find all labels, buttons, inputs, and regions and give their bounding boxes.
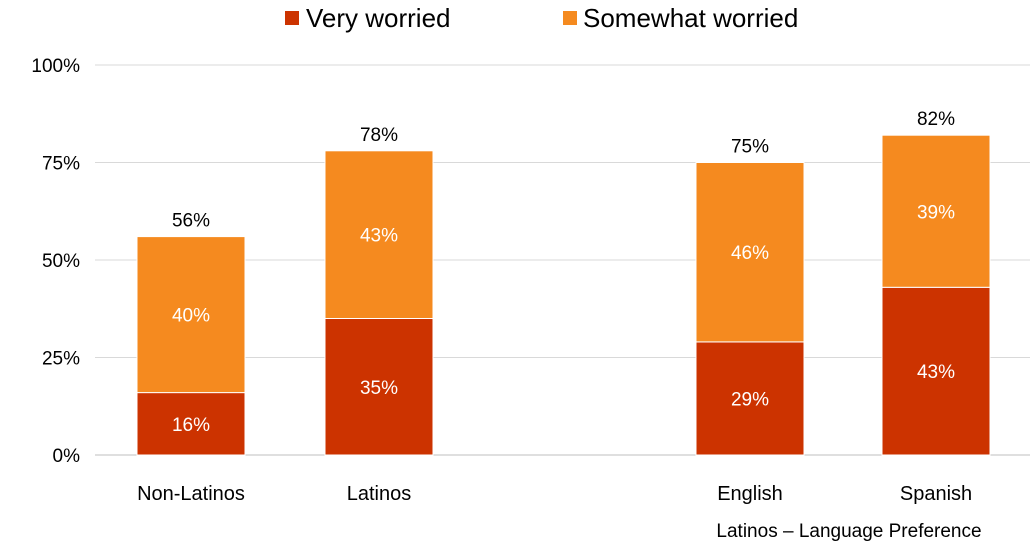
gridlines [95, 64, 1030, 456]
y-tick-label: 25% [42, 349, 80, 370]
bar-segment [136, 392, 246, 456]
legend: Very worried Somewhat worried [285, 3, 798, 33]
total-label: 56% [172, 211, 210, 232]
data-label: 40% [172, 306, 210, 327]
bar-segment [881, 134, 991, 288]
bar-segment [695, 162, 805, 343]
x-tick-label: Non-Latinos [137, 483, 245, 505]
legend-label: Very worried [306, 3, 451, 33]
group-label: Latinos – Language Preference [716, 521, 981, 542]
data-label: 29% [731, 389, 769, 410]
y-axis: 0% 25% 50% 75% 100% [31, 56, 80, 467]
total-label: 82% [917, 109, 955, 130]
data-label: 16% [172, 415, 210, 436]
x-tick-label: Spanish [900, 483, 972, 505]
x-tick-label: English [717, 483, 783, 505]
bars: 16% 40% 56% 35% 43% 78% 29% 46% 75% 43% 39% 82% [136, 109, 991, 456]
bar-segment [136, 236, 246, 394]
legend-swatch [563, 11, 577, 25]
y-tick-label: 0% [53, 446, 81, 467]
y-tick-label: 75% [42, 154, 80, 175]
x-tick-label: Latinos [347, 483, 412, 505]
y-tick-label: 50% [42, 251, 80, 272]
data-label: 43% [917, 362, 955, 383]
data-label: 43% [360, 226, 398, 247]
data-label: 46% [731, 243, 769, 264]
legend-swatch [285, 11, 299, 25]
y-tick-label: 100% [31, 56, 80, 77]
bar-segment [324, 150, 434, 319]
x-axis: Non-Latinos Latinos English Spanish [137, 483, 972, 505]
total-label: 78% [360, 125, 398, 146]
legend-label: Somewhat worried [583, 3, 798, 33]
bar-segment [881, 286, 991, 456]
data-label: 35% [360, 378, 398, 399]
total-label: 75% [731, 137, 769, 158]
data-label: 39% [917, 202, 955, 223]
